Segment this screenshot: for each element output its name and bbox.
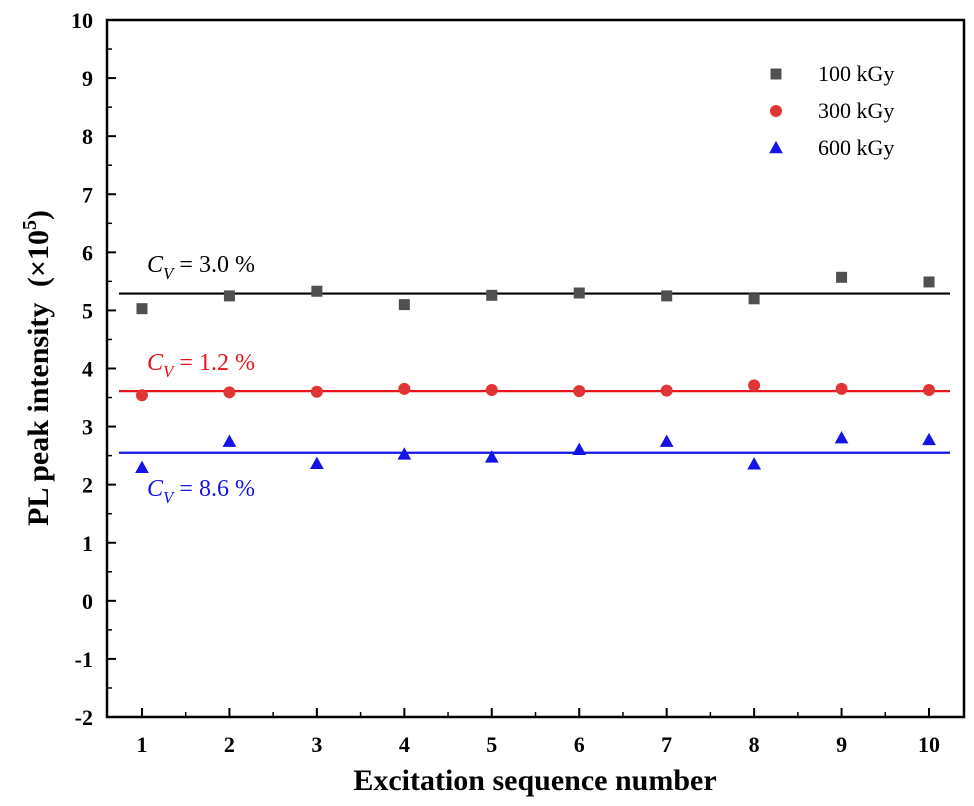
- data-point-600-kgy: [135, 460, 149, 474]
- cv-subscript: V: [163, 488, 176, 507]
- data-point-600-kgy: [484, 450, 499, 463]
- data-point-300-kgy: [660, 384, 673, 397]
- x-tick-label: 5: [486, 732, 497, 757]
- data-point-100-kgy: [136, 303, 148, 315]
- legend-label-100-kgy: 100 kGy: [818, 61, 894, 86]
- data-point-100-kgy: [486, 289, 498, 301]
- cv-annotation: CV = 3.0 %: [147, 252, 255, 283]
- data-point-300-kgy: [923, 383, 936, 396]
- cv-value: = 3.0 %: [173, 252, 255, 278]
- x-tick-label: 4: [399, 732, 410, 757]
- axis-ticks: -2 -1 0 1 2 3 4 5 6 7 8 9 10 1 2 3 4 5 6 7 8 9 10: [71, 8, 940, 757]
- y-tick-label: -2: [75, 705, 93, 730]
- data-point-600-kgy: [310, 456, 324, 469]
- y-tick-label: 0: [82, 589, 93, 614]
- x-tick-label: 7: [661, 732, 672, 757]
- y-tick-label: 1: [82, 531, 93, 556]
- y-tick-label: 2: [82, 473, 93, 498]
- y-tick-label: 6: [82, 240, 93, 265]
- legend: 100 kGy 300 kGy 600 kGy: [769, 61, 894, 160]
- x-tick-label: 8: [749, 732, 760, 757]
- legend-label-300-kgy: 300 kGy: [818, 98, 894, 123]
- cv-symbol: C: [147, 476, 164, 502]
- data-point-100-kgy: [748, 293, 760, 305]
- x-tick-label: 2: [224, 732, 235, 757]
- data-point-100-kgy: [398, 299, 410, 311]
- data-point-600-kgy: [222, 434, 237, 447]
- y-tick-label: 5: [82, 298, 93, 323]
- y-tick-label: 4: [82, 357, 93, 382]
- data-point-100-kgy: [661, 290, 673, 302]
- data-point-300-kgy: [485, 383, 498, 396]
- x-tick-label: 3: [311, 732, 322, 757]
- data-point-600-kgy: [922, 432, 936, 446]
- legend-marker-100-kgy: [770, 68, 782, 80]
- x-tick-label: 9: [836, 732, 847, 757]
- y-axis-title-unit-prefix: (×10: [22, 230, 55, 287]
- legend-marker-600-kgy: [769, 140, 783, 154]
- cv-value: = 8.6 %: [173, 476, 255, 502]
- data-point-300-kgy: [223, 386, 236, 399]
- legend-marker-300-kgy: [770, 105, 782, 117]
- cv-annotation: CV = 8.6 %: [147, 476, 255, 507]
- data-point-300-kgy: [748, 379, 761, 392]
- data-point-100-kgy: [223, 290, 235, 302]
- data-point-300-kgy: [835, 382, 848, 395]
- cv-subscript: V: [163, 362, 176, 381]
- data-point-600-kgy: [659, 434, 674, 447]
- data-point-100-kgy: [573, 287, 585, 299]
- cv-symbol: C: [147, 350, 164, 376]
- y-axis-title-main: PL peak intensity: [22, 303, 55, 526]
- x-tick-label: 1: [136, 732, 147, 757]
- y-tick-label: 9: [82, 66, 93, 91]
- data-point-600-kgy: [747, 457, 761, 470]
- cv-annotation: CV = 1.2 %: [147, 350, 255, 381]
- data-point-600-kgy: [397, 447, 412, 460]
- cv-value: = 1.2 %: [173, 350, 255, 376]
- data-point-600-kgy: [834, 431, 849, 444]
- data-point-300-kgy: [135, 389, 148, 402]
- x-tick-label: 10: [918, 732, 940, 757]
- data-point-100-kgy: [836, 271, 848, 283]
- x-tick-label: 6: [574, 732, 585, 757]
- cv-annotations: CV = 3.0 %CV = 1.2 %CV = 8.6 %: [147, 252, 255, 507]
- cv-subscript: V: [163, 264, 176, 283]
- y-tick-label: -1: [75, 647, 93, 672]
- y-tick-label: 10: [71, 8, 93, 33]
- data-point-600-kgy: [572, 442, 587, 456]
- data-points: [135, 271, 936, 474]
- data-point-300-kgy: [310, 385, 323, 398]
- y-axis-title-unit-exponent: 5: [19, 220, 41, 230]
- mean-lines: [118, 292, 950, 454]
- data-point-300-kgy: [398, 382, 411, 395]
- y-tick-label: 7: [82, 182, 93, 207]
- cv-symbol: C: [147, 252, 164, 278]
- y-axis-title-unit-suffix: ): [22, 210, 55, 220]
- y-axis-title: PL peak intensity (×105): [19, 210, 55, 526]
- legend-label-600-kgy: 600 kGy: [818, 135, 894, 160]
- data-point-300-kgy: [573, 385, 586, 398]
- x-axis-title: Excitation sequence number: [353, 764, 716, 797]
- data-point-100-kgy: [923, 276, 935, 288]
- y-tick-label: 3: [82, 415, 93, 440]
- y-tick-label: 8: [82, 124, 93, 149]
- data-point-100-kgy: [311, 285, 323, 297]
